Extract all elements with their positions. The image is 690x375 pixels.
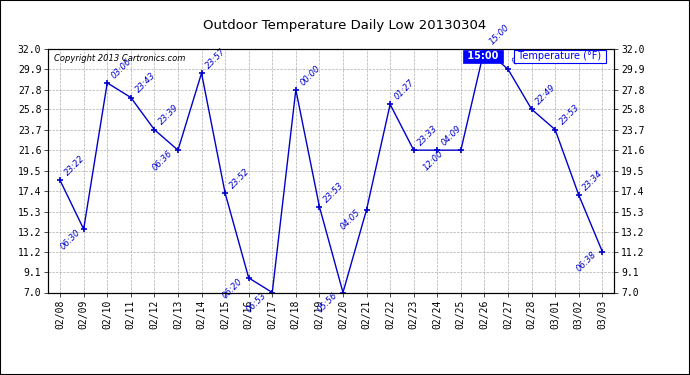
Text: 03:06: 03:06	[110, 57, 134, 80]
Text: 23:57: 23:57	[204, 47, 228, 70]
Text: 23:33: 23:33	[417, 124, 440, 147]
Text: 06:53: 06:53	[244, 291, 268, 315]
Text: 06:38: 06:38	[575, 250, 598, 274]
Text: 22:49: 22:49	[534, 83, 558, 106]
Text: 15:00: 15:00	[487, 22, 511, 46]
Text: 23:43: 23:43	[134, 71, 157, 95]
Text: 07:1: 07:1	[511, 46, 531, 66]
Text: 04:09: 04:09	[440, 124, 464, 147]
Text: 15:00: 15:00	[464, 51, 502, 61]
Text: 23:53: 23:53	[558, 103, 582, 127]
Text: 04:05: 04:05	[339, 208, 362, 232]
Text: 23:34: 23:34	[582, 169, 605, 192]
Text: 23:39: 23:39	[157, 103, 181, 127]
Text: 00:00: 00:00	[299, 63, 322, 87]
Text: Temperature (°F): Temperature (°F)	[515, 51, 604, 61]
Text: 06:20: 06:20	[221, 276, 244, 300]
Text: 01:27: 01:27	[393, 78, 417, 102]
Text: 23:22: 23:22	[63, 154, 86, 178]
Text: 23:53: 23:53	[322, 180, 346, 204]
Text: 12:00: 12:00	[422, 149, 446, 172]
Text: 06:36: 06:36	[150, 149, 174, 172]
Text: Copyright 2013 Cartronics.com: Copyright 2013 Cartronics.com	[54, 54, 186, 63]
Text: Outdoor Temperature Daily Low 20130304: Outdoor Temperature Daily Low 20130304	[204, 19, 486, 32]
Text: 23:52: 23:52	[228, 166, 251, 190]
Text: 05:56: 05:56	[315, 291, 339, 315]
Text: 06:30: 06:30	[59, 228, 82, 251]
